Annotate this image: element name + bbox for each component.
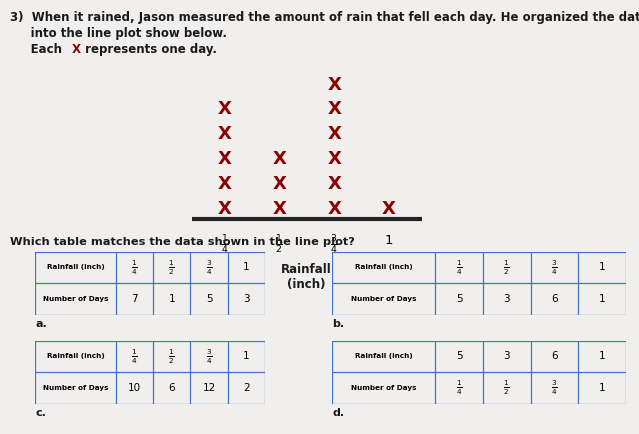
Text: X: X — [327, 76, 341, 94]
Text: X: X — [327, 175, 341, 193]
Text: $\frac{1}{2}$: $\frac{1}{2}$ — [504, 378, 510, 397]
Text: X: X — [218, 100, 231, 118]
Text: 1: 1 — [243, 352, 250, 362]
Text: $\frac{3}{4}$: $\frac{3}{4}$ — [206, 258, 212, 277]
Text: 6: 6 — [551, 352, 558, 362]
Text: 1: 1 — [599, 294, 606, 304]
Text: 1: 1 — [599, 383, 606, 393]
Text: $\frac{1}{4}$: $\frac{1}{4}$ — [456, 258, 463, 277]
Text: c.: c. — [35, 408, 46, 418]
Text: Number of Days: Number of Days — [43, 385, 108, 391]
Text: X: X — [327, 150, 341, 168]
Text: X: X — [218, 125, 231, 143]
Text: $\frac{1}{4}$: $\frac{1}{4}$ — [456, 378, 463, 397]
Text: X: X — [382, 200, 396, 217]
Text: Rainfall (inch): Rainfall (inch) — [47, 264, 104, 270]
Text: 5: 5 — [456, 352, 463, 362]
Text: 1: 1 — [599, 352, 606, 362]
Text: X: X — [218, 150, 231, 168]
Text: 1: 1 — [599, 263, 606, 273]
Text: X: X — [272, 175, 286, 193]
Text: b.: b. — [332, 319, 344, 329]
Text: X: X — [272, 150, 286, 168]
Text: $\frac{1}{2}$: $\frac{1}{2}$ — [504, 258, 510, 277]
Text: 3: 3 — [504, 294, 510, 304]
Text: $\frac{1}{2}$: $\frac{1}{2}$ — [169, 347, 175, 366]
Text: Each: Each — [10, 43, 66, 56]
Text: X: X — [327, 200, 341, 217]
Text: X: X — [218, 175, 231, 193]
Text: 5: 5 — [456, 294, 463, 304]
Text: Which table matches the data shown in the line plot?: Which table matches the data shown in th… — [10, 237, 355, 247]
Text: 6: 6 — [551, 294, 558, 304]
Text: represents one day.: represents one day. — [81, 43, 217, 56]
Text: $\frac{1}{4}$: $\frac{1}{4}$ — [131, 347, 137, 366]
Text: $\frac{1}{4}$: $\frac{1}{4}$ — [131, 258, 137, 277]
Text: Number of Days: Number of Days — [351, 385, 417, 391]
Text: 7: 7 — [131, 294, 137, 304]
Text: Rainfall (inch): Rainfall (inch) — [355, 264, 413, 270]
Text: 3: 3 — [243, 294, 250, 304]
Text: a.: a. — [35, 319, 47, 329]
Text: 3)  When it rained, Jason measured the amount of rain that fell each day. He org: 3) When it rained, Jason measured the am… — [10, 11, 639, 24]
Text: X: X — [218, 200, 231, 217]
Text: 1: 1 — [169, 294, 175, 304]
Text: $\frac{1}{2}$: $\frac{1}{2}$ — [169, 258, 175, 277]
Text: 2: 2 — [243, 383, 250, 393]
Text: 12: 12 — [203, 383, 216, 393]
Text: 3: 3 — [504, 352, 510, 362]
Text: 1: 1 — [243, 263, 250, 273]
Text: $\frac{3}{4}$: $\frac{3}{4}$ — [551, 258, 558, 277]
Text: d.: d. — [332, 408, 344, 418]
Text: X: X — [272, 200, 286, 217]
Text: X: X — [327, 100, 341, 118]
Text: X: X — [327, 125, 341, 143]
Text: 10: 10 — [128, 383, 141, 393]
X-axis label: Rainfall
(inch): Rainfall (inch) — [281, 263, 332, 291]
Text: $\frac{3}{4}$: $\frac{3}{4}$ — [551, 378, 558, 397]
Text: Number of Days: Number of Days — [351, 296, 417, 302]
Text: X: X — [72, 43, 81, 56]
Text: Number of Days: Number of Days — [43, 296, 108, 302]
Text: into the line plot show below.: into the line plot show below. — [10, 27, 227, 40]
Text: 5: 5 — [206, 294, 212, 304]
Text: Rainfall (inch): Rainfall (inch) — [47, 353, 104, 359]
Text: 6: 6 — [169, 383, 175, 393]
Text: $\frac{3}{4}$: $\frac{3}{4}$ — [206, 347, 212, 366]
Text: Rainfall (inch): Rainfall (inch) — [355, 353, 413, 359]
